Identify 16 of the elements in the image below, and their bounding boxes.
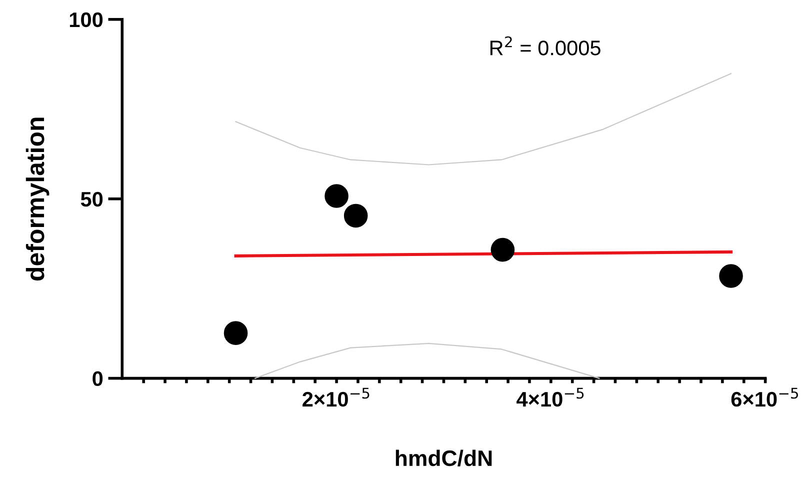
point	[344, 204, 368, 228]
annotation: R$^{2}$ = 0.0005	[490, 36, 600, 56]
point	[324, 184, 348, 208]
x-axis-title: hmdC/dN	[396, 450, 492, 466]
line-series	[254, 342, 600, 379]
x-tick-label: 6×10$^{−5}$	[731, 388, 798, 407]
y-tick-label: 100	[70, 12, 103, 28]
y-tick-label: 0	[92, 371, 103, 386]
point	[719, 264, 743, 288]
x-tick-label: 2×10$^{−5}$	[302, 388, 370, 407]
x-tick-label: 4×10$^{−5}$	[516, 388, 584, 407]
point	[224, 321, 248, 345]
y-axis-title: deformylation	[26, 118, 50, 280]
line-series	[235, 73, 732, 166]
point	[490, 238, 515, 262]
y-tick-label: 50	[80, 192, 103, 207]
